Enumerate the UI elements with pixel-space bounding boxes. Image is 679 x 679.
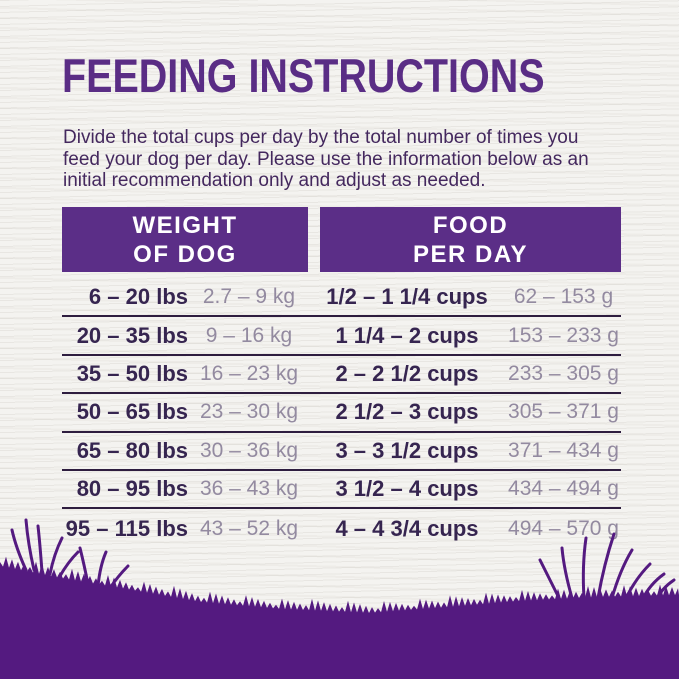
weight-header-line-1: WEIGHT — [132, 211, 238, 239]
food-cups: 3 1/2 – 4 cups — [335, 476, 479, 502]
food-cups: 4 – 4 3/4 cups — [335, 515, 479, 541]
food-grams: 371 – 434 g — [508, 438, 619, 462]
food-header-line-1: FOOD — [432, 211, 509, 239]
table-row: 95 – 115 lbs 43 – 52 kg 4 – 4 3/4 cups 4… — [62, 509, 621, 547]
weight-header-line-2: OF DOG — [133, 240, 237, 268]
intro-line-2: feed your dog per day. Please use the in… — [63, 148, 589, 170]
weight-lbs: 65 – 80 lbs — [76, 437, 188, 463]
intro-text: Divide the total cups per day by the tot… — [63, 127, 623, 192]
food-header-line-2: PER DAY — [413, 240, 528, 268]
food-grams: 153 – 233 g — [508, 323, 619, 347]
food-grams: 62 – 153 g — [513, 285, 614, 309]
grass-silhouette — [0, 518, 679, 679]
weight-of-dog-header: WEIGHT OF DOG — [62, 207, 308, 272]
food-cups: 1/2 – 1 1/4 cups — [326, 284, 488, 310]
food-cups: 3 – 3 1/2 cups — [335, 437, 479, 463]
food-grams: 494 – 570 g — [508, 516, 619, 540]
weight-lbs: 6 – 20 lbs — [88, 284, 188, 310]
weight-kg: 23 – 30 kg — [199, 400, 299, 424]
page-title: FEEDING INSTRUCTIONS — [62, 49, 545, 102]
weight-lbs: 35 – 50 lbs — [76, 360, 188, 386]
food-grams: 434 – 494 g — [508, 477, 619, 501]
weight-lbs: 20 – 35 lbs — [76, 322, 188, 348]
weight-kg: 30 – 36 kg — [199, 438, 299, 462]
food-per-day-header: FOOD PER DAY — [320, 207, 621, 272]
intro-line-1: Divide the total cups per day by the tot… — [63, 127, 579, 148]
weight-lbs: 50 – 65 lbs — [76, 399, 188, 425]
food-grams: 305 – 371 g — [508, 400, 619, 424]
food-cups: 1 1/4 – 2 cups — [335, 322, 479, 348]
weight-lbs: 95 – 115 lbs — [65, 515, 188, 541]
weight-kg: 36 – 43 kg — [199, 477, 299, 501]
table-row: 6 – 20 lbs 2.7 – 9 kg 1/2 – 1 1/4 cups 6… — [62, 279, 621, 318]
table-row: 35 – 50 lbs 16 – 23 kg 2 – 2 1/2 cups 23… — [62, 356, 621, 395]
food-cups: 2 1/2 – 3 cups — [335, 399, 479, 425]
table-row: 65 – 80 lbs 30 – 36 kg 3 – 3 1/2 cups 37… — [62, 433, 621, 471]
weight-kg: 16 – 23 kg — [199, 361, 299, 385]
food-cups: 2 – 2 1/2 cups — [335, 360, 479, 386]
table-row: 20 – 35 lbs 9 – 16 kg 1 1/4 – 2 cups 153… — [62, 317, 621, 356]
feeding-table: 6 – 20 lbs 2.7 – 9 kg 1/2 – 1 1/4 cups 6… — [62, 279, 621, 548]
weight-lbs: 80 – 95 lbs — [76, 476, 188, 502]
food-grams: 233 – 305 g — [508, 361, 619, 385]
grass-blades — [10, 518, 676, 602]
weight-kg: 2.7 – 9 kg — [202, 285, 296, 309]
table-row: 50 – 65 lbs 23 – 30 kg 2 1/2 – 3 cups 30… — [62, 394, 621, 433]
weight-kg: 9 – 16 kg — [205, 323, 293, 347]
weight-kg: 43 – 52 kg — [199, 516, 299, 540]
table-row: 80 – 95 lbs 36 – 43 kg 3 1/2 – 4 cups 43… — [62, 471, 621, 510]
intro-line-3: initial recommendation only and adjust a… — [63, 170, 486, 191]
